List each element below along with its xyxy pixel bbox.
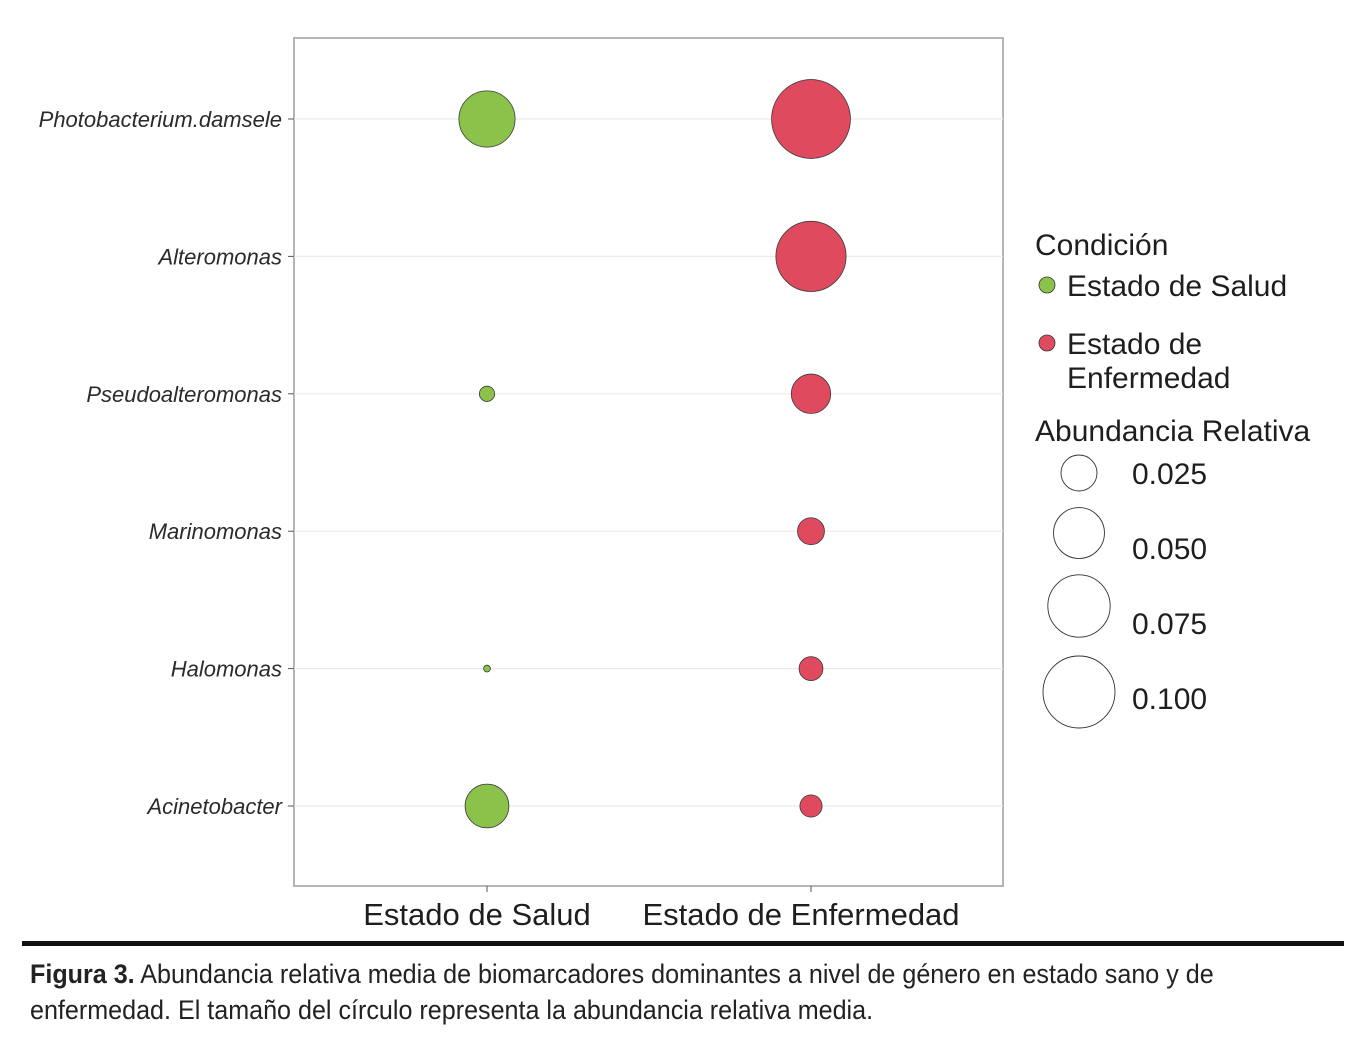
size-legend-circle [1042, 655, 1116, 729]
legend-label-enfermedad-2: Enfermedad [1067, 362, 1230, 395]
bubble [798, 656, 824, 681]
size-legend-title: Abundancia Relativa [1035, 415, 1311, 448]
y-tick-label: Alteromonas [156, 244, 282, 269]
bubble [458, 90, 516, 148]
y-tick-label: Acinetobacter [145, 794, 283, 819]
legend-label-salud: Estado de Salud [1067, 270, 1287, 303]
y-tick-label: Photobacterium.damsele [39, 107, 282, 132]
size-legend-circle [1053, 507, 1105, 559]
caption-line-2: enfermedad. El tamaño del círculo repres… [30, 995, 874, 1025]
bubble [771, 79, 851, 159]
size-legend-label: 0.025 [1132, 458, 1207, 491]
size-legend-circle [1060, 454, 1098, 492]
x-axis-ticks: Estado de Salud Estado de Enfermedad [363, 886, 960, 932]
bubble [790, 373, 832, 414]
x-tick-label: Estado de Enfermedad [642, 897, 959, 932]
bubble [799, 794, 823, 818]
figure-caption: Figura 3. Abundancia relativa media de b… [30, 956, 1239, 1028]
plot-panel [293, 37, 1004, 887]
x-tick-label: Estado de Salud [363, 897, 591, 932]
legend-dot-enfermedad [1038, 334, 1056, 352]
y-tick-label: Pseudoalteromonas [86, 382, 282, 407]
bubble [775, 220, 847, 292]
y-axis-ticks: Photobacterium.damsele Alteromonas Pseudoa… [39, 107, 294, 819]
bubble [464, 783, 510, 829]
caption-label: Figura 3. [30, 959, 135, 989]
y-tick-label: Halomonas [171, 657, 282, 682]
bubble [483, 664, 491, 673]
gridlines [294, 118, 1003, 807]
caption-line-1: Abundancia relativa media de biomarcador… [134, 959, 1214, 989]
size-legend-circle [1047, 574, 1111, 638]
bubble [478, 385, 496, 402]
bubbles [458, 79, 851, 829]
size-legend-label: 0.100 [1132, 683, 1207, 716]
color-legend-title: Condición [1035, 229, 1168, 262]
size-legend-label: 0.050 [1132, 533, 1207, 566]
caption-rule [22, 941, 1344, 946]
legend-label-enfermedad-1: Estado de [1067, 328, 1202, 361]
legend-dot-salud [1038, 276, 1056, 294]
bubble-chart: Photobacterium.damsele Alteromonas Pseudoa… [39, 37, 1311, 932]
y-tick-label: Marinomonas [149, 519, 282, 544]
size-legend-label: 0.075 [1132, 608, 1207, 641]
legend: Condición Estado de Salud Estado de Enfe… [1035, 229, 1311, 729]
size-legend: 0.025 0.050 0.075 0.100 [1042, 454, 1207, 729]
bubble [797, 517, 825, 546]
